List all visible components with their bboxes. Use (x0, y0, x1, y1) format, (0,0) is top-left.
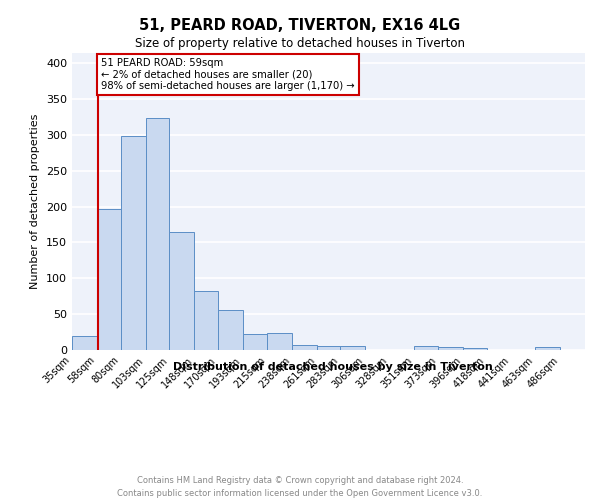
Bar (146, 118, 169, 350)
Bar (292, 345, 317, 350)
Text: Size of property relative to detached houses in Tiverton: Size of property relative to detached ho… (135, 38, 465, 51)
Bar (243, 334, 267, 350)
Bar (535, 347, 560, 350)
Bar (218, 310, 243, 350)
Bar (97, 209, 121, 350)
Y-axis label: Number of detached properties: Number of detached properties (31, 114, 40, 289)
Bar (72, 336, 97, 350)
Text: 51 PEARD ROAD: 59sqm
← 2% of detached houses are smaller (20)
98% of semi-detach: 51 PEARD ROAD: 59sqm ← 2% of detached ho… (101, 58, 355, 92)
Bar (438, 347, 463, 350)
Bar (317, 346, 340, 350)
Bar (194, 291, 218, 350)
Text: Contains HM Land Registry data © Crown copyright and database right 2024.
Contai: Contains HM Land Registry data © Crown c… (118, 476, 482, 498)
Text: Distribution of detached houses by size in Tiverton: Distribution of detached houses by size … (173, 362, 493, 372)
Bar (340, 346, 365, 350)
Text: 51, PEARD ROAD, TIVERTON, EX16 4LG: 51, PEARD ROAD, TIVERTON, EX16 4LG (139, 18, 461, 32)
Bar (121, 136, 146, 350)
Bar (169, 232, 194, 350)
Bar (414, 346, 438, 350)
Bar (463, 348, 487, 350)
Bar (267, 333, 292, 350)
